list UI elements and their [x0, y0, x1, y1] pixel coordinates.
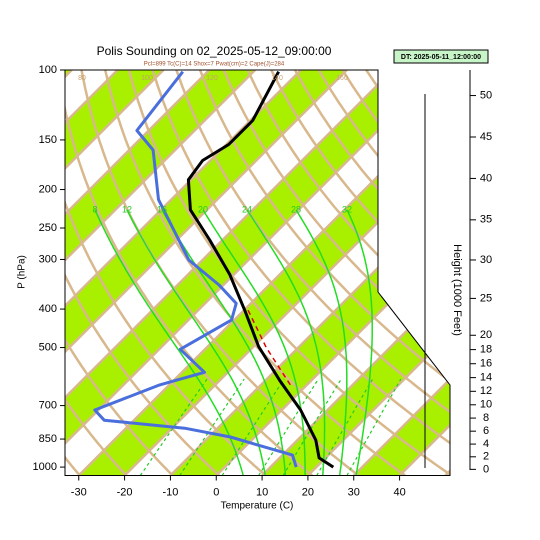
chart-title: Polis Sounding on 02_2025-05-12_09:00:00 — [97, 44, 332, 58]
y2-tick-label: 20 — [480, 329, 492, 341]
dry-adiabat — [127, 70, 450, 476]
dry-adiabat-label: 80 — [78, 75, 86, 82]
dry-adiabat — [151, 70, 450, 476]
dry-adiabat — [65, 70, 221, 476]
dry-adiabat — [65, 70, 174, 476]
dry-adiabat — [222, 70, 450, 476]
x-tick-label: 0 — [213, 486, 219, 498]
y2-tick-label: 45 — [480, 131, 492, 143]
mixing-ratio-line — [139, 378, 208, 476]
isotherm — [65, 70, 165, 476]
y2-tick-label: 50 — [480, 89, 492, 101]
x-tick-label: 10 — [256, 486, 268, 498]
x-tick-label: 30 — [348, 486, 360, 498]
isotherm — [261, 70, 450, 476]
isotherm — [65, 70, 256, 476]
y-tick-label: 150 — [39, 134, 57, 146]
y2-tick-label: 10 — [480, 399, 492, 411]
moist-adiabat — [126, 209, 267, 476]
y2-tick-label: 35 — [480, 214, 492, 226]
profile-line — [186, 70, 335, 469]
dry-adiabat-label: 120 — [206, 75, 218, 82]
moist-adiabat-label: 32 — [342, 204, 352, 214]
y-tick-label: 500 — [39, 341, 57, 353]
moist-adiabat — [246, 209, 326, 476]
moist-adiabat-label: 12 — [122, 204, 132, 214]
x-tick-label: -20 — [117, 486, 133, 498]
y-tick-label: 850 — [39, 433, 57, 445]
y2-tick-label: 16 — [480, 358, 492, 370]
info-box — [393, 49, 489, 64]
dry-adiabat-label: 140 — [271, 75, 283, 82]
moist-adiabat — [94, 209, 244, 476]
chart-subtitle: Pcl=899 Tc(C)=14 Shox=7 Pwat(cm)=2 Cape(… — [144, 62, 285, 68]
x-tick-label: -10 — [162, 486, 178, 498]
moist-adiabat — [202, 209, 306, 476]
dry-adiabat-label: 100 — [141, 75, 153, 82]
moist-adiabat — [295, 209, 348, 476]
y2-tick-label: 8 — [483, 412, 489, 424]
y2-axis-label: Height (1000 Feet) — [451, 244, 463, 336]
x-tick-label: -30 — [71, 486, 87, 498]
x-tick-label: 20 — [302, 486, 314, 498]
isotherm-band — [65, 70, 439, 476]
mixing-ratio-line — [258, 378, 319, 476]
moist-adiabat-label: 24 — [242, 204, 252, 214]
isotherm-band — [65, 70, 256, 476]
isotherm — [352, 70, 450, 476]
plot-frame — [64, 69, 451, 476]
isotherm-band — [65, 70, 347, 476]
y2-tick-label: 6 — [483, 425, 489, 437]
info-box-text: DT: 2025-05-11_12:00:00 — [401, 54, 481, 61]
y-tick-label: 1000 — [33, 461, 57, 473]
profile-line — [93, 70, 298, 468]
profile-line — [246, 307, 291, 386]
y2-tick-label: 0 — [483, 463, 489, 475]
isotherm-band — [262, 70, 450, 476]
moist-adiabat-label: 16 — [157, 204, 167, 214]
dry-adiabat — [103, 70, 406, 476]
mixing-ratio-line — [282, 378, 342, 476]
dry-adiabat — [198, 70, 450, 476]
y-axis-label: P (hPa) — [17, 255, 28, 289]
y-tick-label: 400 — [39, 303, 57, 315]
y2-tick-label: 25 — [480, 292, 492, 304]
y2-tick-label: 18 — [480, 344, 492, 356]
y-tick-label: 250 — [39, 222, 57, 234]
moist-adiabat-label: 28 — [291, 204, 301, 214]
dry-adiabat — [65, 70, 128, 476]
moist-adiabat-label: 8 — [92, 204, 97, 214]
y2-tick-label: 14 — [480, 372, 492, 384]
mixing-ratio-line — [346, 378, 402, 476]
x-axis-label: Temperature (C) — [221, 501, 294, 512]
y2-tick-label: 40 — [480, 172, 492, 184]
dry-adiabat-label: 160 — [336, 75, 348, 82]
y-tick-label: 700 — [39, 399, 57, 411]
y2-tick-label: 4 — [483, 438, 489, 450]
moist-adiabat — [346, 209, 373, 476]
isotherm — [123, 70, 450, 476]
y2-tick-label: 2 — [483, 451, 489, 463]
isotherm — [307, 70, 450, 476]
isotherm — [65, 70, 348, 476]
y2-tick-label: 30 — [480, 254, 492, 266]
y-tick-label: 100 — [39, 64, 57, 76]
x-tick-label: 40 — [393, 486, 405, 498]
y-tick-label: 200 — [39, 183, 57, 195]
isotherm — [65, 70, 394, 476]
y2-tick-label: 12 — [480, 385, 492, 397]
moist-adiabat-label: 20 — [198, 204, 208, 214]
y-tick-label: 300 — [39, 253, 57, 265]
dry-adiabat — [175, 70, 450, 476]
